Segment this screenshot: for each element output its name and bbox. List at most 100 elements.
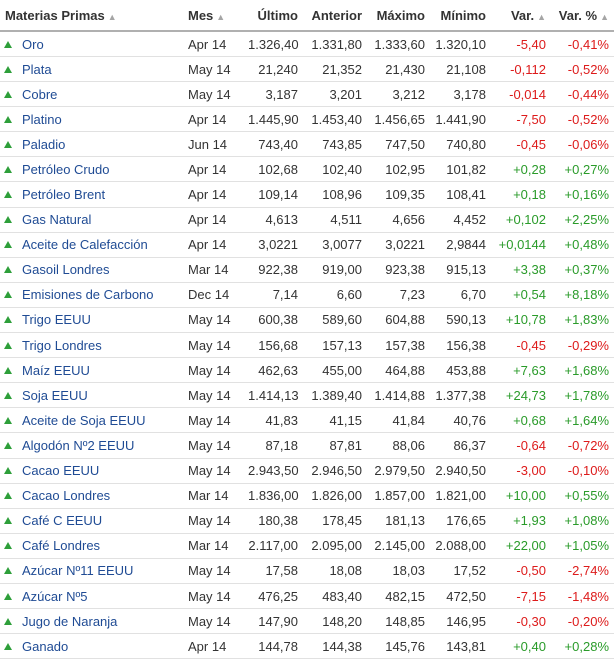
- status-icon: [4, 567, 12, 575]
- commodity-link[interactable]: Trigo Londres: [22, 337, 102, 353]
- month-cell: May 14: [183, 508, 243, 534]
- commodity-link[interactable]: Maíz EEUU: [22, 362, 90, 378]
- table-body: Oro Apr 14 1.326,40 1.331,80 1.333,60 1.320,1…: [0, 31, 614, 660]
- commodity-link[interactable]: Petróleo Brent: [22, 187, 106, 203]
- prev-cell: 3,201: [303, 81, 367, 108]
- commodity-link[interactable]: Aceite de Soja EEUU: [22, 412, 146, 428]
- table-row: Café C EEUU May 14 180,38 178,45 181,13 176,6…: [0, 508, 614, 534]
- commodity-link[interactable]: Oro: [22, 36, 44, 52]
- prev-cell: 2.095,00: [303, 533, 367, 559]
- last-cell: 17,58: [243, 558, 303, 584]
- change-pct-cell: -0,52%: [551, 56, 614, 83]
- col-header-month[interactable]: Mes ▲︎: [183, 0, 243, 32]
- change-cell: +0,102: [491, 207, 551, 233]
- month-cell: May 14: [183, 357, 243, 384]
- month-cell: May 14: [183, 307, 243, 334]
- month-cell: May 14: [183, 407, 243, 434]
- commodity-link[interactable]: Azúcar Nº5: [22, 588, 88, 604]
- prev-cell: 1.389,40: [303, 382, 367, 409]
- commodity-link[interactable]: Jugo de Naranja: [22, 613, 118, 629]
- low-cell: 86,37: [430, 432, 491, 459]
- status-icon: [4, 642, 12, 650]
- table-row: Ganado Apr 14 144,78 144,38 145,76 143,81 +0,4…: [0, 633, 614, 660]
- change-cell: -7,50: [491, 106, 551, 133]
- commodity-cell: Algodón Nº2 EEUU: [0, 432, 183, 459]
- change-cell: +24,73: [491, 382, 551, 409]
- col-header-chgpct[interactable]: Var. % ▲︎: [551, 0, 614, 32]
- commodity-link[interactable]: Cobre: [22, 86, 58, 102]
- sort-icon[interactable]: ▲︎: [537, 11, 546, 22]
- commodity-link[interactable]: Trigo EEUU: [22, 312, 91, 328]
- commodity-link[interactable]: Paladio: [22, 136, 66, 152]
- change-pct-cell: -0,10%: [551, 458, 614, 484]
- commodity-link[interactable]: Algodón Nº2 EEUU: [22, 437, 135, 453]
- change-pct-cell: -0,44%: [551, 81, 614, 108]
- change-pct-cell: +0,55%: [551, 483, 614, 509]
- high-cell: 88,06: [367, 432, 430, 459]
- table-row: Gas Natural Apr 14 4,613 4,511 4,656 4,452 +0,…: [0, 207, 614, 233]
- change-pct-cell: +2,25%: [551, 207, 614, 233]
- sort-icon[interactable]: ▲︎: [216, 11, 226, 22]
- table-row: Platino Apr 14 1.445,90 1.453,40 1.456,65 1.4…: [0, 106, 614, 133]
- col-header-name[interactable]: Materias Primas ▲︎: [0, 0, 183, 32]
- commodity-cell: Gas Natural: [0, 207, 183, 233]
- table-row: Algodón Nº2 EEUU May 14 87,18 87,81 88,06 86,…: [0, 432, 614, 459]
- commodity-cell: Cacao Londres: [0, 483, 183, 509]
- status-icon: [4, 316, 12, 324]
- table-row: Oro Apr 14 1.326,40 1.331,80 1.333,60 1.320,1…: [0, 31, 614, 57]
- col-header-high[interactable]: Máximo: [367, 0, 430, 32]
- commodity-link[interactable]: Azúcar Nº11 EEUU: [22, 563, 134, 579]
- month-cell: May 14: [183, 608, 243, 635]
- high-cell: 41,84: [367, 407, 430, 434]
- commodity-link[interactable]: Café Londres: [22, 538, 101, 554]
- commodity-link[interactable]: Gas Natural: [22, 212, 92, 228]
- col-header-prev[interactable]: Anterior: [303, 0, 367, 32]
- commodity-link[interactable]: Cacao EEUU: [22, 463, 100, 479]
- status-icon: [4, 191, 12, 199]
- change-cell: +0,40: [491, 633, 551, 660]
- commodity-link[interactable]: Petróleo Crudo: [22, 161, 110, 177]
- commodity-cell: Paladio: [0, 131, 183, 158]
- change-cell: -0,45: [491, 131, 551, 158]
- month-cell: May 14: [183, 432, 243, 459]
- table-row: Soja EEUU May 14 1.414,13 1.389,40 1.414,88 1…: [0, 382, 614, 409]
- commodity-link[interactable]: Ganado: [22, 638, 69, 654]
- last-cell: 3,0221: [243, 232, 303, 258]
- prev-cell: 178,45: [303, 508, 367, 534]
- commodity-cell: Cacao EEUU: [0, 458, 183, 484]
- commodity-cell: Trigo EEUU: [0, 307, 183, 334]
- commodity-link[interactable]: Cacao Londres: [22, 488, 111, 504]
- sort-icon[interactable]: ▲︎: [600, 11, 609, 22]
- prev-cell: 144,38: [303, 633, 367, 660]
- commodity-cell: Café Londres: [0, 533, 183, 559]
- commodity-link[interactable]: Gasoil Londres: [22, 262, 110, 278]
- high-cell: 604,88: [367, 307, 430, 334]
- last-cell: 87,18: [243, 432, 303, 459]
- low-cell: 21,108: [430, 56, 491, 83]
- status-icon: [4, 366, 12, 374]
- commodity-link[interactable]: Aceite de Calefacción: [22, 237, 148, 253]
- prev-cell: 108,96: [303, 181, 367, 208]
- commodity-link[interactable]: Café C EEUU: [22, 513, 103, 529]
- change-pct-cell: +1,64%: [551, 407, 614, 434]
- change-cell: +0,54: [491, 282, 551, 308]
- sort-icon[interactable]: ▲︎: [107, 11, 117, 22]
- low-cell: 915,13: [430, 257, 491, 283]
- change-pct-cell: +0,27%: [551, 156, 614, 183]
- prev-cell: 455,00: [303, 357, 367, 384]
- commodity-link[interactable]: Emisiones de Carbono: [22, 287, 154, 303]
- month-cell: Dec 14: [183, 282, 243, 308]
- commodity-cell: Azúcar Nº5: [0, 583, 183, 610]
- col-header-chg[interactable]: Var. ▲︎: [491, 0, 551, 32]
- high-cell: 102,95: [367, 156, 430, 183]
- col-header-low[interactable]: Mínimo: [430, 0, 491, 32]
- last-cell: 922,38: [243, 257, 303, 283]
- commodity-link[interactable]: Soja EEUU: [22, 387, 88, 403]
- table-row: Aceite de Soja EEUU May 14 41,83 41,15 41,84…: [0, 407, 614, 434]
- commodity-link[interactable]: Platino: [22, 111, 62, 127]
- commodity-link[interactable]: Plata: [22, 61, 52, 77]
- col-header-last[interactable]: Último: [243, 0, 303, 32]
- prev-cell: 148,20: [303, 608, 367, 635]
- prev-cell: 589,60: [303, 307, 367, 334]
